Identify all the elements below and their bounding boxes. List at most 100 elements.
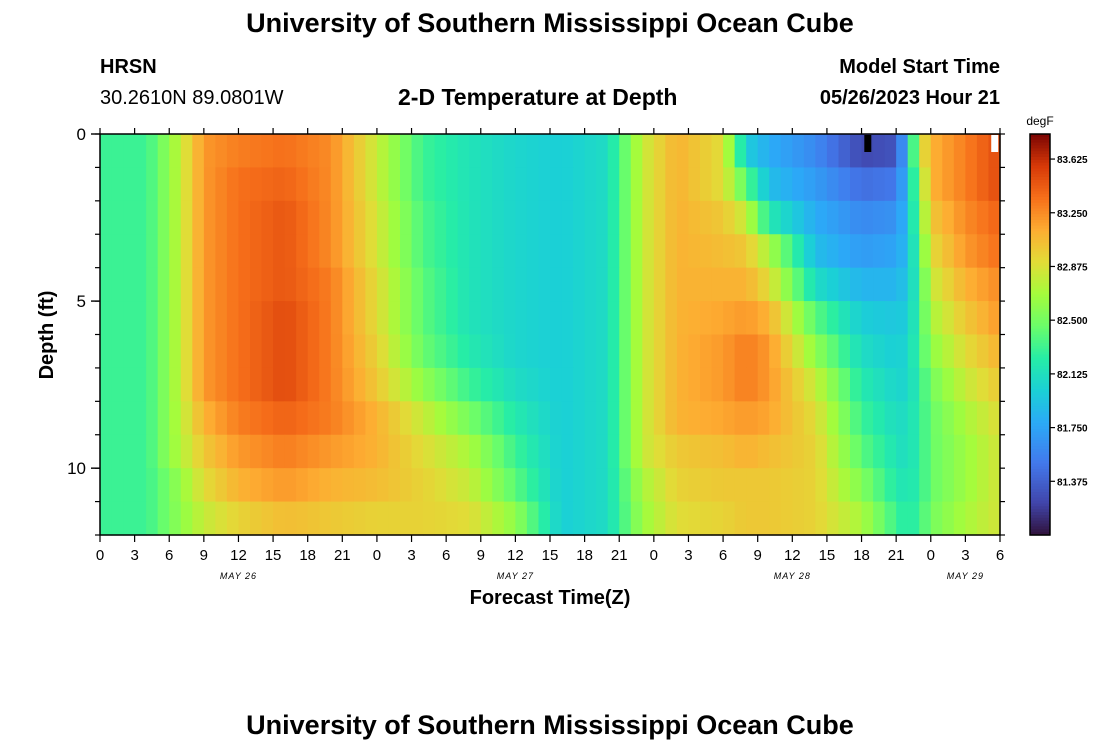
heatmap-cell: [746, 468, 759, 503]
heatmap-cell: [423, 267, 436, 302]
x-tick-label: 0: [927, 547, 935, 564]
heatmap-cell: [688, 468, 701, 503]
heatmap-cell: [607, 200, 620, 235]
heatmap-cell: [573, 134, 586, 169]
heatmap-cell: [238, 367, 251, 402]
heatmap-cell: [146, 501, 159, 536]
heatmap-cell: [480, 200, 493, 235]
heatmap-cell: [330, 468, 343, 503]
heatmap-cell: [215, 267, 228, 302]
heatmap-cell: [607, 334, 620, 369]
heatmap-cell: [526, 234, 540, 269]
colorbar-segment: [1030, 408, 1050, 413]
heatmap-cell: [873, 434, 886, 469]
heatmap-cell: [700, 200, 713, 235]
heatmap-cell: [250, 401, 263, 436]
colorbar-segment: [1030, 280, 1050, 284]
heatmap-cell: [676, 267, 690, 302]
heatmap-cell: [226, 367, 240, 402]
heatmap-cell: [734, 401, 747, 436]
heatmap-cell: [676, 234, 690, 269]
heatmap-cell: [238, 401, 251, 436]
heatmap-cell: [596, 334, 609, 369]
heatmap-cell: [273, 401, 286, 436]
heatmap-cell: [676, 468, 690, 503]
heatmap-cell: [838, 234, 851, 269]
colorbar-segment: [1030, 219, 1050, 224]
colorbar-segment: [1030, 291, 1050, 295]
colorbar-segment: [1030, 317, 1050, 321]
heatmap-cell: [873, 267, 886, 302]
colorbar-segment: [1030, 466, 1050, 470]
x-tick-label: 21: [611, 547, 628, 564]
heatmap-markers: [864, 135, 999, 152]
heatmap-cell: [642, 434, 655, 469]
heatmap-cell: [723, 301, 736, 336]
heatmap-cell: [665, 267, 678, 302]
heatmap-cell: [457, 501, 470, 536]
heatmap-cell: [111, 401, 124, 436]
heatmap-cell: [896, 301, 909, 336]
x-tick-label: 9: [754, 547, 762, 564]
colorbar-segment: [1030, 320, 1050, 324]
heatmap-cell: [561, 301, 574, 336]
heatmap-cell: [850, 501, 863, 536]
heatmap-cell: [423, 367, 436, 402]
heatmap-cell: [780, 301, 793, 336]
heatmap-cell: [423, 434, 436, 469]
heatmap-cell: [388, 434, 401, 469]
heatmap-cell: [757, 334, 770, 369]
heatmap-cell: [596, 167, 609, 202]
heatmap-cell: [250, 501, 263, 536]
colorbar-segment: [1030, 446, 1050, 450]
colorbar-segment: [1030, 257, 1050, 261]
heatmap-cell: [111, 434, 124, 469]
heatmap-cell: [284, 234, 297, 269]
heatmap-cell: [169, 134, 182, 169]
colorbar-segment: [1030, 156, 1050, 161]
colorbar-segment: [1030, 343, 1050, 347]
heatmap-cell: [226, 167, 240, 202]
heatmap-cell: [896, 468, 909, 503]
colorbar-segment: [1030, 371, 1050, 376]
heatmap-cell: [180, 501, 193, 536]
heatmap-cell: [976, 468, 990, 503]
heatmap-cell: [676, 200, 690, 235]
heatmap-cell: [203, 301, 216, 336]
heatmap-cell: [123, 134, 136, 169]
heatmap-cell: [457, 367, 470, 402]
heatmap-cell: [976, 267, 990, 302]
heatmap-cell: [342, 134, 355, 169]
heatmap-cell: [446, 401, 459, 436]
heatmap-cell: [123, 334, 136, 369]
heatmap-cell: [584, 267, 597, 302]
heatmap-cell: [896, 167, 909, 202]
heatmap-cell: [169, 267, 182, 302]
heatmap-cell: [157, 234, 170, 269]
heatmap-cell: [792, 234, 805, 269]
heatmap-cell: [619, 301, 632, 336]
heatmap-cell: [423, 334, 436, 369]
heatmap-cell: [826, 367, 840, 402]
heatmap-cell: [711, 134, 724, 169]
heatmap-cell: [653, 334, 666, 369]
heatmap-cell: [307, 200, 320, 235]
heatmap-cell: [157, 334, 170, 369]
heatmap-cell: [884, 200, 897, 235]
heatmap-cell: [711, 267, 724, 302]
heatmap-cell: [953, 200, 966, 235]
colorbar-segment: [1030, 331, 1050, 336]
heatmap-cell: [169, 234, 182, 269]
heatmap-cell: [965, 434, 978, 469]
heatmap-cell: [203, 134, 216, 169]
heatmap-cell: [596, 501, 609, 536]
heatmap-cell: [342, 267, 355, 302]
x-tick-label: 12: [784, 547, 801, 564]
heatmap-cell: [930, 468, 943, 503]
heatmap-cell: [376, 401, 390, 436]
heatmap-cell: [342, 468, 355, 503]
heatmap-cell: [907, 267, 920, 302]
heatmap-cell: [826, 401, 840, 436]
heatmap-cell: [538, 367, 551, 402]
colorbar-segment: [1030, 225, 1050, 230]
